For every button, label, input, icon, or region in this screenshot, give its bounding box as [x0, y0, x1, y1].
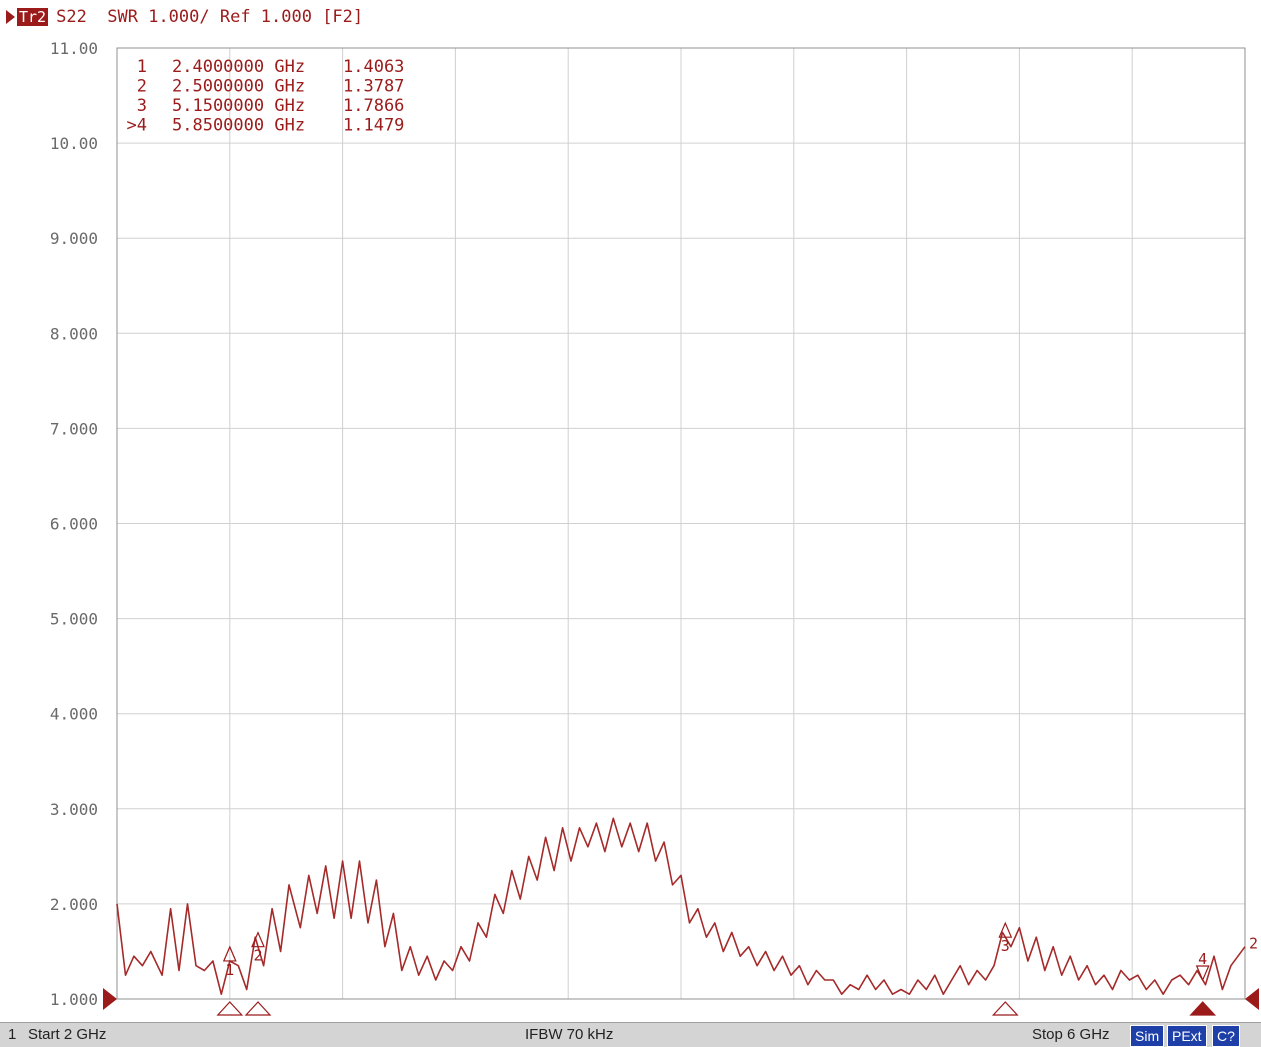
y-tick-label: 3.000	[50, 800, 98, 819]
reference-arrow-right-icon	[1245, 988, 1259, 1010]
stop-frequency[interactable]: Stop 6 GHz	[1032, 1026, 1110, 1043]
trace-end-label: 2	[1249, 935, 1258, 953]
marker-label: 4	[1198, 950, 1207, 968]
start-frequency[interactable]: Start 2 GHz	[28, 1026, 107, 1043]
reference-level-markers: 2	[103, 935, 1259, 1010]
marker-number: >4	[127, 116, 147, 136]
y-tick-label: 7.000	[50, 419, 98, 438]
channel-number: 1	[8, 1026, 17, 1043]
marker-number: 1	[137, 57, 147, 77]
trace-info: S22 SWR 1.000/ Ref 1.000 [F2]	[56, 7, 364, 27]
y-tick-label: 6.000	[50, 515, 98, 534]
stimulus-marker-icon	[244, 1001, 272, 1016]
stimulus-marker-icon	[216, 1001, 244, 1016]
sim-button[interactable]: Sim	[1130, 1025, 1165, 1047]
marker-frequency: 5.1500000 GHz	[172, 96, 305, 116]
marker-value: 1.1479	[343, 116, 404, 136]
plot-grid	[116, 47, 1246, 1000]
marker-triangle-icon	[1195, 965, 1210, 982]
y-tick-label: 5.000	[50, 610, 98, 629]
reference-arrow-left-icon	[103, 988, 117, 1010]
y-tick-label: 1.000	[50, 990, 98, 1009]
marker-number: 3	[137, 96, 147, 116]
c2-button[interactable]: C?	[1212, 1025, 1240, 1047]
marker-value: 1.4063	[343, 57, 404, 77]
pext-button[interactable]: PExt	[1167, 1025, 1207, 1047]
marker-frequency: 2.4000000 GHz	[172, 57, 305, 77]
marker-number: 2	[137, 77, 147, 97]
stimulus-marker-icon	[991, 1001, 1019, 1016]
marker-label: 3	[1001, 937, 1010, 955]
stimulus-marker-icon	[1189, 1001, 1217, 1016]
y-tick-label: 10.00	[50, 134, 98, 153]
marker-value: 1.7866	[343, 96, 404, 116]
marker-triangle-icon	[998, 921, 1013, 938]
marker-frequency: 5.8500000 GHz	[172, 116, 305, 136]
active-trace-arrow-icon	[6, 10, 15, 24]
marker-table: 1 2.4000000 GHz 1.4063 2 2.5000000 GHz 1.3787…	[127, 57, 405, 136]
trace-header[interactable]: Tr2 S22 SWR 1.000/ Ref 1.000 [F2]	[6, 6, 363, 28]
marker-frequency: 2.5000000 GHz	[172, 77, 305, 97]
marker-label: 2	[253, 947, 262, 965]
marker-symbols: 1 2 3 4	[216, 921, 1217, 1016]
swr-plot[interactable]: 11.00 10.00 9.000 8.000 7.000 6.000 5.000 4.000…	[0, 0, 1261, 1022]
marker-label: 1	[225, 961, 234, 979]
marker-triangle-icon	[222, 945, 237, 962]
y-tick-label: 9.000	[50, 229, 98, 248]
marker-triangle-icon	[251, 931, 265, 948]
plot-frame	[116, 47, 1246, 1000]
y-tick-label: 8.000	[50, 324, 98, 343]
y-tick-label: 2.000	[50, 895, 98, 914]
y-tick-label: 11.00	[50, 39, 98, 58]
y-axis-labels: 11.00 10.00 9.000 8.000 7.000 6.000 5.000 4.000…	[50, 39, 98, 1009]
marker-value: 1.3787	[343, 77, 404, 97]
trace-badge[interactable]: Tr2	[17, 8, 49, 26]
trace-line	[116, 817, 1246, 995]
y-tick-label: 4.000	[50, 705, 98, 724]
ifbw-setting[interactable]: IFBW 70 kHz	[525, 1026, 614, 1043]
status-bar: 1 Start 2 GHz IFBW 70 kHz Stop 6 GHz Sim…	[0, 1022, 1261, 1047]
